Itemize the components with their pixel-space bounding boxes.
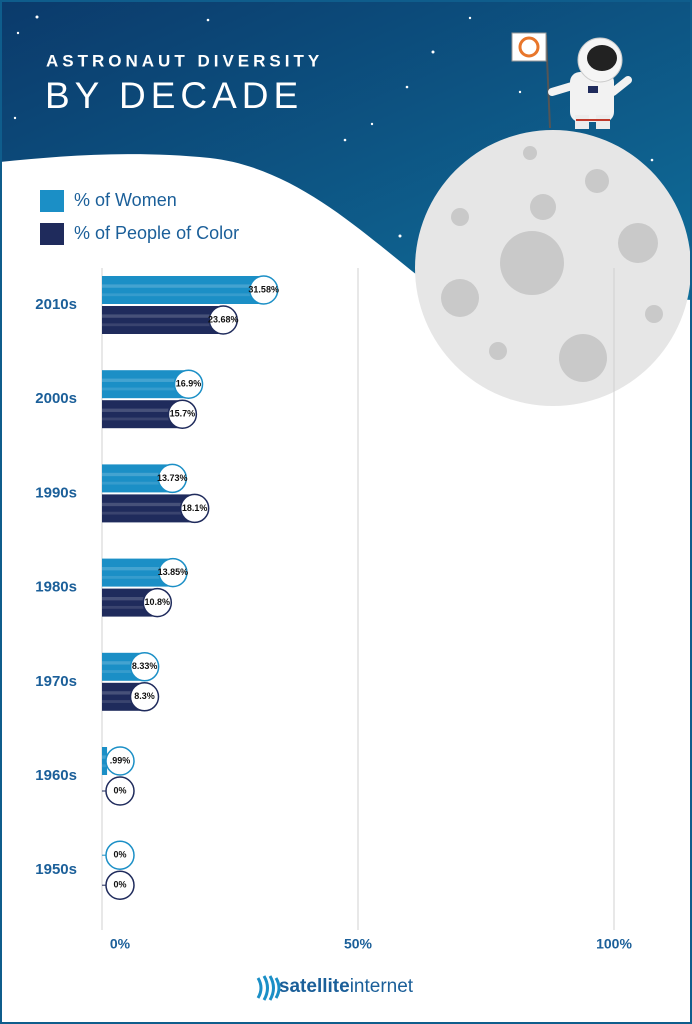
value-label-badge	[248, 275, 279, 305]
astronaut	[511, 32, 632, 129]
value-label: 18.1%	[182, 503, 208, 513]
legend-swatch	[40, 223, 64, 245]
value-label-badge	[167, 399, 198, 429]
bar-stripe	[102, 567, 173, 571]
bar-stripe	[102, 408, 183, 412]
logo-bold: satellite	[279, 976, 350, 997]
value-label: 15.7%	[170, 409, 196, 419]
bar	[102, 494, 195, 523]
y-tick-label: 1990s	[35, 484, 77, 501]
value-label-badge	[105, 776, 135, 806]
bar-stripe	[102, 700, 145, 703]
bar-stripe	[102, 284, 264, 288]
bar-stripe	[102, 417, 183, 421]
value-label-badge	[179, 493, 210, 524]
value-label-badge	[158, 557, 188, 588]
value-label: 0%	[113, 880, 126, 890]
bar-stripe	[102, 387, 189, 391]
y-tick-label: 1970s	[35, 673, 77, 690]
bar-stripe	[102, 755, 108, 759]
legend-swatch	[40, 190, 64, 212]
value-label-badge	[105, 840, 135, 870]
value-label: .99%	[110, 755, 131, 765]
bar-stripe	[102, 605, 158, 609]
bar-stripe	[102, 511, 195, 515]
logo: satelliteinternet	[279, 976, 414, 997]
value-label: 10.8%	[145, 597, 171, 607]
bar-stripe	[102, 575, 173, 579]
value-label: 16.9%	[176, 379, 202, 389]
logo-icon	[256, 975, 281, 1001]
y-tick-label: 1950s	[35, 861, 77, 878]
value-label-badge	[129, 652, 160, 682]
value-label: 0%	[113, 850, 126, 860]
bar-stripe	[102, 378, 189, 382]
bar	[102, 276, 264, 304]
value-label: 0%	[113, 785, 126, 795]
value-label-badge	[129, 682, 160, 712]
value-label: 13.73%	[157, 473, 188, 483]
x-tick-label: 0%	[110, 936, 131, 952]
y-tick-label: 1960s	[35, 767, 77, 784]
bar-stripe	[102, 597, 158, 601]
value-label: 8.33%	[132, 661, 158, 671]
value-label-badge	[173, 369, 204, 399]
logo-light: internet	[350, 976, 414, 997]
value-label-badge	[142, 587, 173, 618]
x-tick-label: 100%	[596, 936, 632, 952]
bar-stripe	[102, 323, 224, 327]
x-tick-label: 50%	[344, 936, 373, 952]
y-tick-label: 1980s	[35, 579, 77, 596]
bar-stripe	[102, 670, 145, 673]
y-tick-label: 2000s	[35, 390, 77, 407]
bar-stripe	[102, 314, 224, 318]
bar	[102, 306, 224, 334]
value-label: 13.85%	[158, 567, 189, 577]
subtitle: BY DECADE	[45, 75, 303, 116]
value-label-badge	[157, 463, 188, 494]
bar-stripe	[102, 293, 264, 297]
bar-stripe	[102, 691, 145, 695]
bar-stripe	[102, 661, 145, 665]
value-label-badge	[105, 746, 135, 776]
value-label-badge	[105, 870, 135, 900]
bar-stripe	[102, 764, 108, 768]
value-label-badge	[208, 305, 238, 335]
value-label: 31.58%	[248, 284, 279, 294]
legend-label: % of Women	[74, 190, 177, 210]
value-label: 23.68%	[208, 314, 239, 324]
stars	[13, 15, 654, 238]
moon	[415, 130, 691, 406]
title: ASTRONAUT DIVERSITY	[46, 51, 323, 70]
value-label: 8.3%	[134, 691, 155, 701]
bar-stripe	[102, 502, 195, 507]
legend-label: % of People of Color	[74, 223, 239, 243]
bar-stripe	[102, 472, 173, 477]
y-tick-label: 2010s	[35, 296, 77, 313]
bar-stripe	[102, 481, 173, 485]
